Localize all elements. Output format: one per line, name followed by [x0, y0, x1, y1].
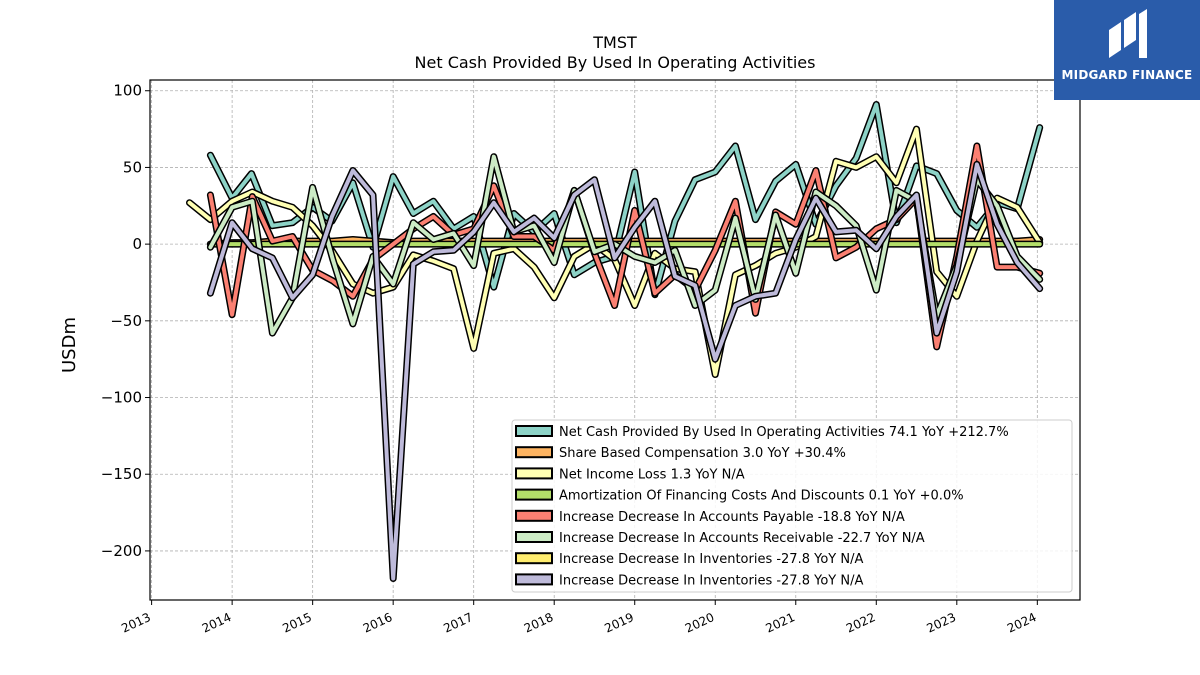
x-tick-label: 2023: [924, 610, 958, 636]
legend-item: Increase Decrease In Inventories -27.8 Y…: [515, 552, 863, 567]
x-tick-label: 2015: [280, 610, 314, 636]
legend-swatch: [515, 509, 553, 522]
series-layer: [186, 101, 1044, 582]
legend-swatch: [515, 467, 553, 480]
x-axis: 2013 2014 2015 2016 2017 2018 2019 2020 2021 2022…: [119, 600, 1039, 636]
legend-swatch: [515, 425, 553, 437]
midgard-logo: MIDGARD FINANCE: [1054, 0, 1200, 100]
y-tick-label: −200: [101, 542, 142, 560]
legend-swatch: [515, 488, 553, 501]
chart-title: TMST: [592, 33, 637, 52]
legend-item: Share Based Compensation 3.0 YoY +30.4%: [515, 446, 846, 461]
legend-item: Net Income Loss 1.3 YoY N/A: [515, 467, 745, 482]
y-tick-label: −50: [110, 312, 142, 330]
legend: Net Cash Provided By Used In Operating A…: [511, 419, 1073, 593]
legend-label: Increase Decrease In Accounts Payable -1…: [559, 510, 905, 525]
legend-box: [511, 419, 1073, 593]
chart-subtitle: Net Cash Provided By Used In Operating A…: [415, 53, 816, 72]
legend-label: Increase Decrease In Inventories -27.8 Y…: [559, 573, 863, 588]
x-tick-label: 2014: [200, 610, 234, 636]
legend-swatch: [515, 552, 553, 565]
series-6: [206, 153, 1044, 337]
legend-label: Increase Decrease In Inventories -27.8 Y…: [559, 552, 863, 567]
x-tick-label: 2020: [683, 610, 717, 636]
y-axis: 100 50 0 −50 −100 −150 −200: [101, 82, 150, 560]
x-tick-label: 2022: [844, 610, 878, 636]
x-tick-label: 2021: [763, 610, 797, 636]
y-tick-label: −100: [101, 389, 142, 407]
series-8: [206, 160, 1044, 582]
legend-swatch: [515, 446, 553, 459]
logo-mark-icon: [1109, 9, 1147, 58]
legend-label: Amortization Of Financing Costs And Disc…: [559, 489, 964, 504]
legend-item: Increase Decrease In Accounts Payable -1…: [515, 509, 905, 525]
x-tick-label: 2019: [602, 610, 636, 636]
x-tick-label: 2016: [361, 610, 395, 636]
x-tick-label: 2018: [522, 610, 556, 636]
y-tick-label: 0: [132, 235, 142, 253]
plot-frame: [149, 79, 1081, 601]
y-tick-label: 100: [113, 82, 142, 100]
x-tick-label: 2024: [1005, 610, 1039, 636]
y-tick-label: −150: [101, 465, 142, 483]
legend-item: Amortization Of Financing Costs And Disc…: [515, 488, 964, 504]
logo-text: MIDGARD FINANCE: [1061, 68, 1193, 82]
series-line: [208, 154, 1042, 336]
legend-item: Increase Decrease In Inventories -27.8 Y…: [515, 573, 863, 588]
x-tick-label: 2013: [119, 610, 153, 636]
y-axis-label: USDm: [59, 317, 80, 373]
legend-swatch: [515, 531, 553, 543]
legend-item: Net Cash Provided By Used In Operating A…: [515, 425, 1009, 440]
legend-item: Increase Decrease In Accounts Receivable…: [515, 531, 925, 546]
legend-label: Net Income Loss 1.3 YoY N/A: [559, 467, 745, 482]
y-tick-label: 50: [123, 158, 142, 176]
legend-swatch: [515, 573, 553, 586]
legend-label: Increase Decrease In Accounts Receivable…: [559, 531, 925, 546]
legend-label: Net Cash Provided By Used In Operating A…: [559, 425, 1009, 440]
x-tick-label: 2017: [441, 610, 475, 636]
series-line: [208, 162, 1042, 581]
legend-label: Share Based Compensation 3.0 YoY +30.4%: [559, 446, 846, 461]
